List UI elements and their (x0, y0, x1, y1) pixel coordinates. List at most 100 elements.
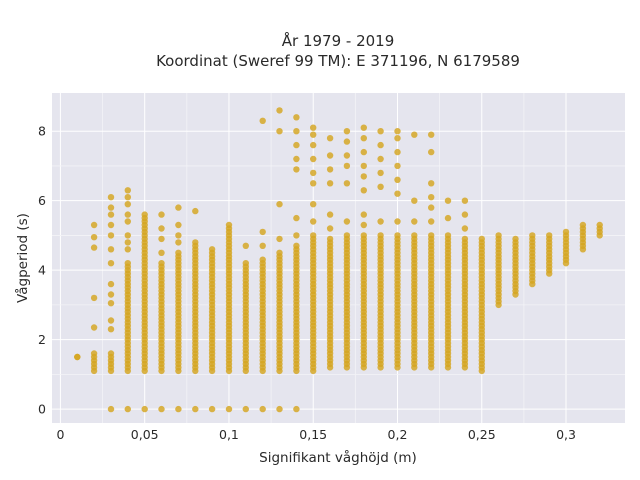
scatter-point (175, 249, 182, 256)
scatter-point (596, 221, 603, 229)
scatter-point (343, 138, 351, 145)
scatter-point (394, 135, 401, 142)
scatter-point (175, 221, 182, 229)
scatter-point (394, 162, 401, 170)
scatter-point (242, 260, 249, 267)
scatter-point (107, 300, 115, 307)
scatter-point (293, 405, 300, 413)
scatter-point (107, 350, 115, 357)
scatter-point (444, 232, 452, 239)
scatter-point (242, 242, 249, 249)
scatter-point (461, 211, 469, 218)
scatter-point (293, 214, 300, 222)
scatter-point (107, 221, 115, 229)
scatter-point (360, 187, 367, 194)
scatter-point (107, 232, 115, 239)
scatter-point (293, 166, 300, 173)
scatter-point (343, 180, 351, 187)
scatter-point (377, 169, 384, 177)
scatter-point (124, 405, 131, 413)
scatter-point (158, 405, 165, 413)
scatter-point (276, 249, 283, 256)
scatter-point (276, 235, 283, 243)
y-tick-label: 0 (38, 402, 46, 417)
scatter-point (377, 218, 384, 225)
scatter-point (259, 256, 266, 263)
x-axis-title: Signifikant våghöjd (m) (259, 449, 417, 466)
scatter-point (310, 169, 317, 177)
scatter-point (74, 353, 81, 361)
scatter-point (360, 211, 367, 218)
scatter-point (394, 148, 401, 156)
scatter-point (343, 152, 351, 159)
scatter-point (310, 155, 317, 163)
scatter-point (259, 405, 266, 413)
scatter-point (90, 244, 98, 251)
scatter-point (107, 211, 115, 218)
y-axis-title: Vågperiod (s) (14, 213, 31, 303)
scatter-point (310, 232, 317, 239)
scatter-point (124, 232, 131, 239)
scatter-point (343, 218, 351, 225)
scatter-point (175, 239, 182, 246)
scatter-point (293, 155, 300, 163)
scatter-point (225, 405, 233, 413)
scatter-point (90, 350, 98, 357)
scatter-point (461, 225, 469, 232)
scatter-point (259, 117, 266, 125)
scatter-point (90, 234, 98, 241)
x-tick-label: 0,05 (131, 427, 159, 442)
scatter-point (158, 225, 165, 232)
scatter-point (107, 246, 115, 253)
scatter-point (107, 405, 115, 413)
scatter-point (141, 211, 148, 218)
scatter-point (529, 232, 536, 239)
scatter-point (495, 232, 502, 239)
scatter-point (428, 218, 435, 225)
scatter-point (326, 135, 334, 142)
scatter-point (175, 232, 182, 239)
scatter-point (343, 232, 351, 239)
scatter-point (208, 246, 216, 253)
scatter-point (242, 405, 249, 413)
scatter-point (360, 232, 367, 239)
scatter-point (326, 211, 334, 218)
x-tick-label: 0,25 (468, 427, 496, 442)
scatter-point (107, 204, 115, 211)
scatter-point (107, 280, 115, 288)
scatter-point (141, 405, 148, 413)
scatter-point (293, 114, 300, 121)
scatter-point (310, 141, 317, 149)
x-tick-label: 0,15 (299, 427, 327, 442)
plot-area-background (52, 93, 625, 423)
scatter-point (90, 324, 98, 331)
scatter-point (192, 405, 199, 413)
scatter-point (411, 131, 418, 138)
scatter-point (326, 225, 334, 232)
scatter-point (377, 128, 384, 135)
scatter-point (343, 162, 351, 170)
scatter-point (478, 235, 485, 243)
scatter-point (276, 128, 283, 135)
scatter-point (310, 124, 317, 131)
scatter-point (293, 141, 300, 149)
scatter-point (175, 204, 182, 211)
x-tick-label: 0,1 (219, 427, 239, 442)
scatter-point (411, 197, 418, 204)
scatter-point (310, 180, 317, 187)
scatter-point (360, 124, 367, 131)
scatter-point (107, 260, 115, 267)
scatter-point (377, 183, 384, 190)
scatter-point (90, 221, 98, 229)
scatter-point (276, 405, 283, 413)
x-tick-label: 0,3 (556, 427, 576, 442)
scatter-point (562, 228, 570, 236)
scatter-point (276, 107, 283, 114)
scatter-point (192, 207, 199, 215)
y-tick-label: 8 (38, 124, 46, 139)
scatter-point (124, 211, 131, 218)
scatter-point (192, 239, 199, 246)
scatter-point (158, 211, 165, 218)
scatter-point (124, 239, 131, 246)
